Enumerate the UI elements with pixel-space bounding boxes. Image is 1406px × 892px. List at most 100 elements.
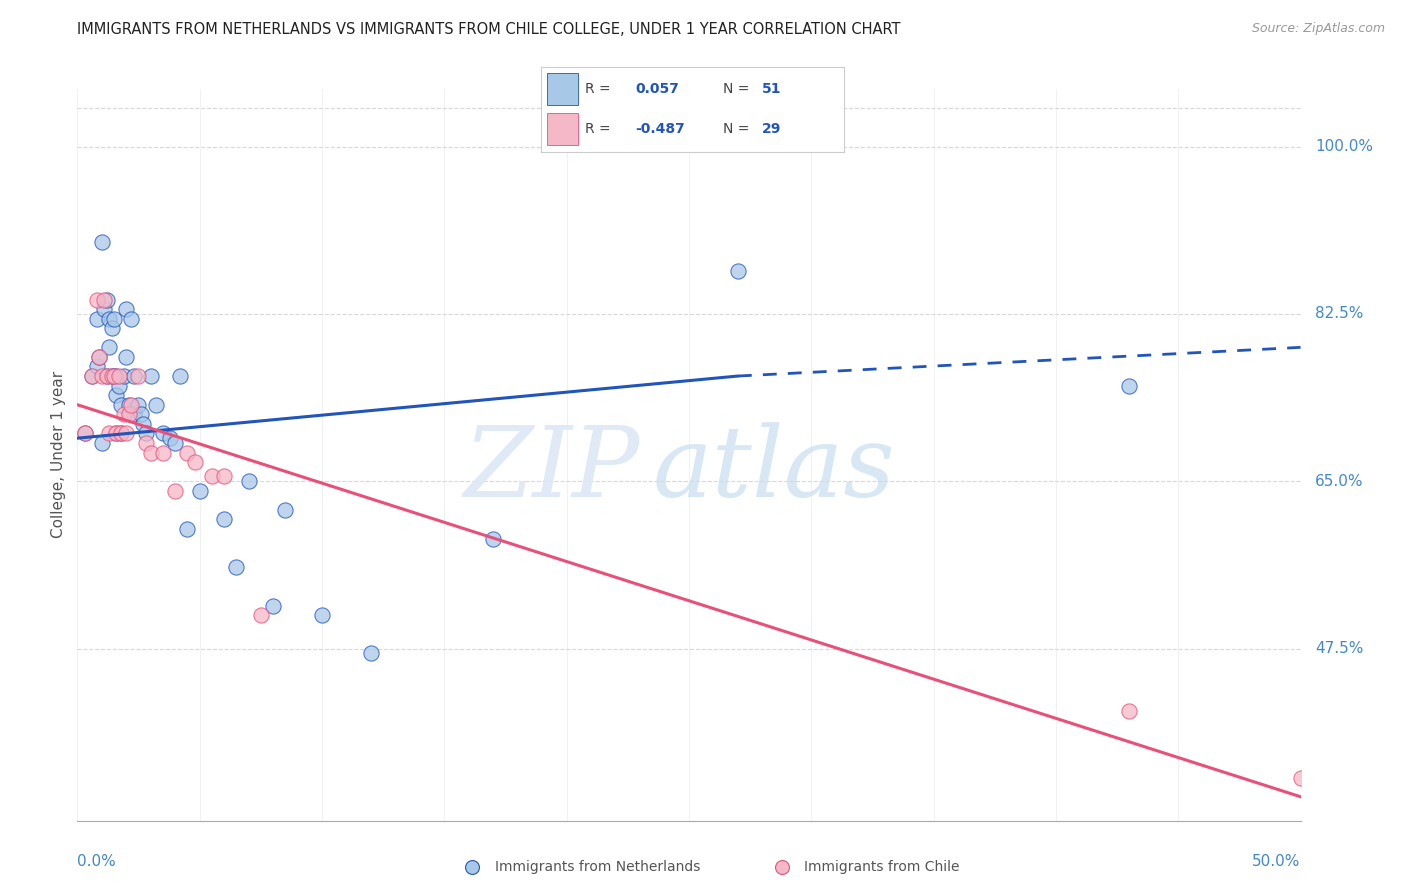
Text: N =: N = [723,82,749,96]
Point [135,436,157,450]
Point [127,369,149,384]
Bar [547,112,578,145]
Point [73,426,96,441]
Point [1118,704,1140,718]
Point [159,431,181,445]
Text: Source: ZipAtlas.com: Source: ZipAtlas.com [1251,22,1385,36]
Text: N =: N = [723,122,749,136]
Text: 82.5%: 82.5% [1315,306,1364,321]
Point [139,445,162,459]
Point [115,350,138,364]
Point [103,311,125,326]
Point [360,646,382,660]
Point [105,426,128,441]
Text: ZIP: ZIP [464,422,640,517]
Point [169,369,191,384]
Text: R =: R = [585,82,610,96]
Text: 100.0%: 100.0% [1315,139,1374,154]
Point [110,426,132,441]
Point [73,426,96,441]
Point [152,445,174,459]
Point [201,469,224,483]
Point [165,436,187,450]
Bar [547,73,578,105]
Point [110,398,132,412]
Point [152,426,174,441]
Point [129,407,152,421]
Point [105,388,128,402]
Text: atlas: atlas [652,422,896,517]
Text: 0.0%: 0.0% [77,854,117,869]
Point [100,369,122,384]
Point [770,860,793,874]
Point [118,407,141,421]
Text: 47.5%: 47.5% [1315,641,1364,656]
Point [727,264,749,278]
Point [86,293,108,307]
Text: Immigrants from Netherlands: Immigrants from Netherlands [495,860,700,874]
Point [127,398,149,412]
Point [225,560,247,574]
Text: 0.057: 0.057 [636,82,679,96]
Point [118,398,141,412]
Point [482,532,505,546]
Point [120,311,142,326]
Point [103,369,125,384]
Point [176,522,198,536]
Point [103,369,125,384]
Point [89,350,111,364]
Point [86,359,108,374]
Point [1289,771,1312,785]
Point [139,369,162,384]
Point [90,436,112,450]
Point [165,483,187,498]
Point [238,474,260,488]
Point [120,398,142,412]
Point [274,503,297,517]
Point [110,426,132,441]
Text: Immigrants from Chile: Immigrants from Chile [804,860,960,874]
Point [176,445,198,459]
Point [461,860,484,874]
Point [89,350,111,364]
Point [311,608,333,623]
Point [112,369,135,384]
Point [184,455,207,469]
Point [86,311,108,326]
Point [100,369,122,384]
Point [1118,378,1140,392]
Point [108,369,131,384]
Point [135,426,157,441]
Point [115,426,138,441]
Text: IMMIGRANTS FROM NETHERLANDS VS IMMIGRANTS FROM CHILE COLLEGE, UNDER 1 YEAR CORRE: IMMIGRANTS FROM NETHERLANDS VS IMMIGRANT… [77,22,901,37]
Point [212,512,235,526]
Point [262,599,284,613]
Point [98,426,121,441]
Point [108,378,131,392]
Point [122,369,145,384]
Point [250,608,273,623]
Text: 51: 51 [762,82,782,96]
Point [80,369,103,384]
Point [112,407,135,421]
Point [105,369,128,384]
Point [122,407,145,421]
Text: 29: 29 [762,122,782,136]
Point [96,369,118,384]
Point [145,398,167,412]
Point [105,426,128,441]
Point [90,235,112,250]
Point [132,417,155,431]
Point [96,369,118,384]
Point [98,340,121,354]
Text: R =: R = [585,122,610,136]
Y-axis label: College, Under 1 year: College, Under 1 year [51,371,66,539]
Point [98,311,121,326]
Point [212,469,235,483]
Text: 50.0%: 50.0% [1253,854,1301,869]
Point [100,321,122,335]
Text: -0.487: -0.487 [636,122,685,136]
Point [96,293,118,307]
Point [93,293,115,307]
Point [90,369,112,384]
